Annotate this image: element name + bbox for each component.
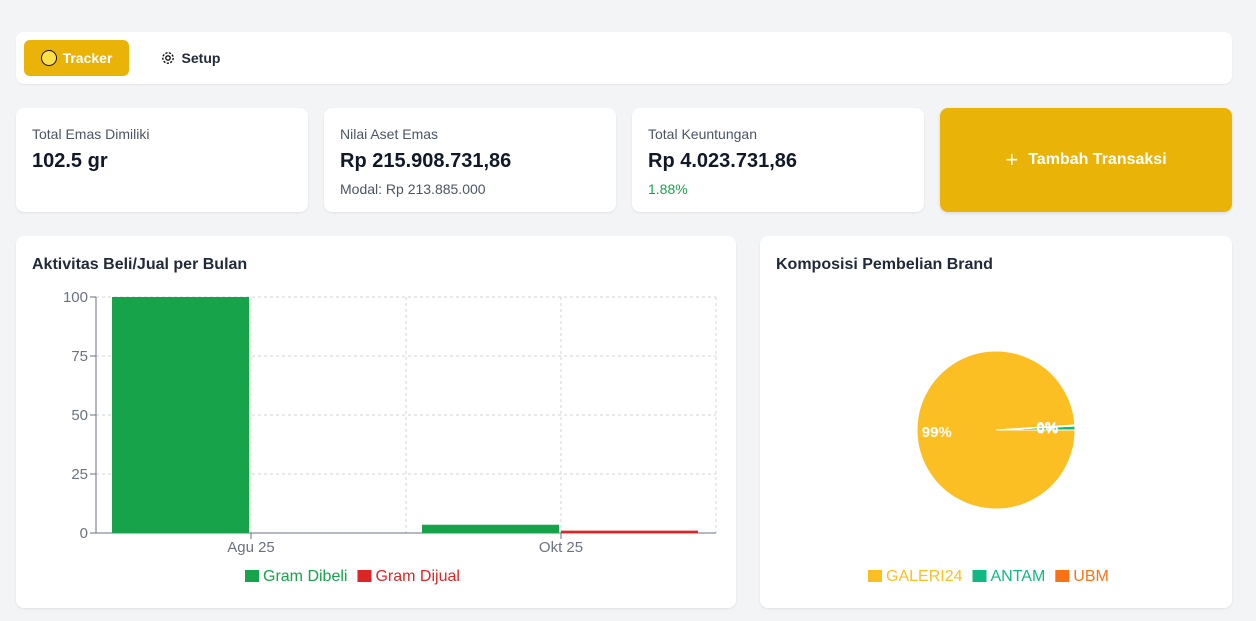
profit-label: Total Keuntungan	[648, 126, 757, 142]
bar-gram-dijual	[561, 530, 698, 533]
bar-chart-panel: Aktivitas Beli/Jual per Bulan 0 25 50 75 100…	[16, 236, 736, 608]
legend-label: Gram Dijual	[375, 568, 459, 585]
tab-tracker[interactable]: Tracker	[24, 40, 129, 76]
add-transaction-button[interactable]: + Tambah Transaksi	[940, 108, 1232, 212]
total-gold-label: Total Emas Dimiliki	[32, 126, 150, 142]
y-tick-label: 25	[71, 466, 88, 483]
yellow-circle-icon	[40, 50, 57, 66]
asset-value-label: Nilai Aset Emas	[340, 126, 439, 142]
x-tick-label: Agu 25	[227, 539, 275, 556]
capital-text: Modal: Rp 213.885.000	[340, 181, 486, 197]
pie-chart: 99% 0%0%GALERI24 ANTAM UBM	[868, 350, 1109, 585]
pie-chart-panel: Komposisi Pembelian Brand 99% 0% 0% GALERI2…	[760, 236, 1232, 608]
legend-label: ANTAM	[990, 568, 1045, 585]
profit-card: Total Keuntungan Rp 4.023.731,86 1.88%	[632, 108, 924, 212]
tab-setup[interactable]: Setup	[150, 40, 230, 76]
y-tick-label: 0	[80, 525, 88, 542]
bar-gram-dibeli	[422, 524, 559, 533]
total-gold-value: 102.5 gr	[32, 150, 108, 172]
pie-slice-label: 99%	[922, 424, 952, 441]
y-tick-label: 100	[63, 289, 88, 306]
legend-swatch	[972, 570, 987, 582]
legend-swatch	[357, 570, 372, 582]
profit-percent: 1.88%	[648, 181, 688, 197]
plus-icon: +	[1005, 147, 1019, 172]
y-tick-label: 75	[71, 348, 88, 365]
legend-swatch	[868, 570, 882, 582]
legend-label: UBM	[1073, 568, 1109, 585]
profit-value: Rp 4.023.731,86	[648, 150, 797, 172]
total-gold-card: Total Emas Dimiliki 102.5 gr	[16, 108, 308, 212]
gear-icon	[160, 50, 176, 66]
asset-value-card: Nilai Aset Emas Rp 215.908.731,86 Modal:…	[324, 108, 616, 212]
tab-tracker-label: Tracker	[62, 50, 113, 66]
asset-value-value: Rp 215.908.731,86	[340, 150, 512, 172]
add-transaction-label: Tambah Transaksi	[1028, 151, 1167, 168]
pie-slice-ubm	[995, 424, 1076, 431]
bar-chart-title: Aktivitas Beli/Jual per Bulan	[32, 256, 248, 273]
pie-chart-title: Komposisi Pembelian Brand	[776, 256, 993, 273]
bar-gram-dibeli	[112, 297, 249, 533]
pie-slice-label: 0%	[1036, 421, 1058, 438]
legend-swatch	[1055, 570, 1070, 582]
y-tick-label: 50	[71, 407, 88, 424]
bar-chart: 0 25 50 75 100 Agu 25 Okt 25 Gram Dibeli Gram Di…	[63, 289, 717, 585]
legend-label: GALERI24	[886, 568, 963, 585]
top-nav: Tracker Setup	[16, 32, 1232, 84]
tab-setup-label: Setup	[181, 50, 221, 66]
pie-slice-label: 0%	[1036, 419, 1058, 436]
x-tick-label: Okt 25	[539, 539, 583, 556]
legend-label: Gram Dibeli	[263, 568, 347, 585]
legend-swatch	[245, 570, 259, 582]
